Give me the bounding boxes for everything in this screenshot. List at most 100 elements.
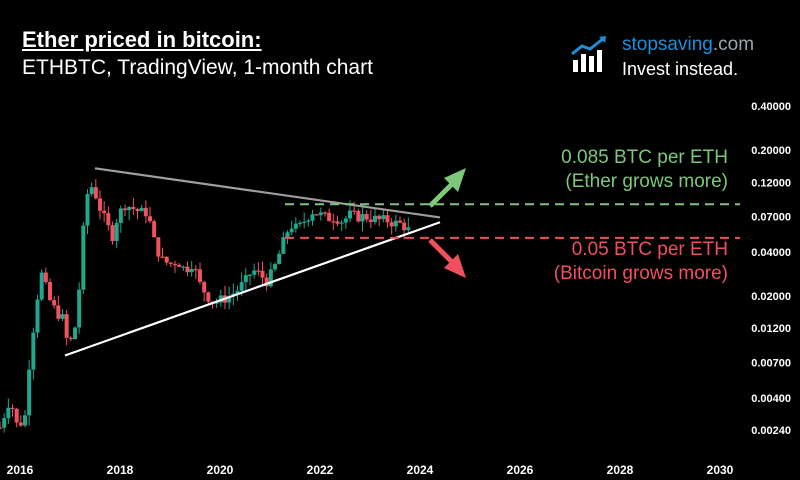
candle-body (302, 221, 307, 224)
candle-body (214, 302, 219, 304)
candle-body (106, 213, 111, 226)
candle-body (173, 263, 177, 266)
candle-body (256, 270, 261, 272)
candle-body (181, 266, 186, 268)
x-tick-label: 2028 (607, 463, 634, 477)
candle-body (348, 210, 352, 219)
candle-body (31, 332, 36, 370)
candle-body (318, 212, 323, 216)
upper-level-annotation: 0.085 BTC per ETH (Ether grows more) (561, 146, 728, 194)
candle-body (189, 269, 194, 273)
x-tick-label: 2030 (707, 463, 734, 477)
upper-level-note: (Ether grows more) (565, 171, 728, 192)
arrows (428, 168, 466, 278)
candle-body (123, 208, 127, 211)
brand-name-main: stopsaving (622, 34, 713, 55)
y-axis: 0.40000 0.20000 0.12000 0.07000 0.04000 0.020… (751, 101, 791, 437)
candle-body (143, 207, 148, 217)
x-tick-label: 2018 (107, 463, 134, 477)
candle-body (398, 220, 402, 223)
candle-body (306, 220, 311, 222)
candle-body (389, 222, 394, 227)
candle-body (135, 209, 140, 212)
candle-body (252, 270, 257, 275)
candle-body (39, 272, 44, 300)
candle-body (60, 314, 65, 319)
candle-body (314, 214, 319, 216)
candle-body (18, 422, 23, 426)
upper-level-label: 0.085 BTC per ETH (561, 147, 728, 168)
candle-body (27, 369, 32, 416)
candle-body (323, 212, 327, 214)
candle-body (310, 214, 315, 221)
x-tick-label: 2022 (307, 463, 334, 477)
candle-body (193, 269, 198, 271)
candle-body (393, 220, 398, 227)
y-tick-label: 0.20000 (751, 145, 791, 157)
candle-body (364, 214, 369, 220)
candle-body (381, 215, 386, 220)
candle-body (118, 208, 123, 224)
candle-body (152, 221, 157, 238)
trendline-upper (94, 167, 441, 219)
candle-body (93, 187, 98, 199)
candle-body (385, 215, 390, 223)
price-levels (285, 203, 740, 239)
candle-body (0, 427, 2, 429)
candle-body (139, 207, 144, 212)
candle-body (177, 264, 182, 267)
y-tick-label: 0.02000 (751, 291, 791, 303)
candle-body (335, 221, 340, 224)
candle-body (77, 289, 82, 328)
candle-body (243, 275, 248, 283)
candle-body (114, 223, 119, 242)
candle-body (218, 295, 223, 303)
candle-body (360, 214, 365, 222)
brand-name-tld: .com (712, 34, 755, 55)
candle-body (206, 292, 211, 302)
x-tick-label: 2020 (207, 463, 234, 477)
y-tick-label: 0.12000 (751, 177, 791, 189)
lower-level-note: (Bitcoin grows more) (553, 263, 728, 284)
candle-body (198, 269, 202, 282)
candle-body (368, 219, 373, 222)
candles-series (0, 179, 411, 433)
candle-body (68, 337, 73, 340)
candle-body (402, 222, 407, 231)
candle-body (98, 198, 102, 211)
candle-body (43, 272, 48, 283)
candle-body (281, 237, 286, 254)
x-tick-label: 2024 (407, 463, 434, 477)
candle-body (356, 210, 361, 222)
lower-level-label: 0.05 BTC per ETH (571, 239, 728, 260)
bar-chart-logo-icon (571, 36, 606, 72)
candle-body (48, 282, 52, 301)
candle-body (235, 290, 240, 294)
brand-logo-block[interactable]: stopsaving.com Invest instead. (556, 24, 796, 94)
candle-body (131, 207, 136, 210)
candle-body (260, 270, 265, 278)
candle-body (343, 218, 348, 223)
candle-body (102, 210, 107, 214)
candle-body (81, 225, 86, 290)
candle-body (339, 222, 344, 224)
candle-body (185, 266, 190, 273)
candle-body (352, 210, 357, 212)
y-tick-label: 0.00240 (751, 425, 791, 437)
candle-body (127, 207, 132, 211)
down-arrow-shaft (428, 238, 457, 267)
candle-body (160, 256, 165, 258)
brand-tagline: Invest instead. (622, 59, 739, 79)
candle-body (268, 269, 273, 287)
candle-body (239, 282, 244, 291)
candle-body (377, 215, 382, 220)
candle-body (85, 194, 90, 226)
candle-body (331, 221, 336, 223)
candle-body (23, 415, 27, 426)
x-tick-label: 2016 (7, 463, 34, 477)
trendline-lower (64, 221, 441, 357)
candle-body (202, 281, 207, 293)
candle-body (156, 237, 161, 257)
candle-body (164, 256, 169, 263)
